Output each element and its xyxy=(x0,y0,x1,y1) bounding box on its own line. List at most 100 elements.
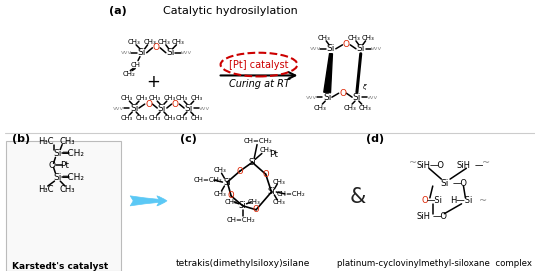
Text: CH₃: CH₃ xyxy=(59,185,75,194)
Text: Si: Si xyxy=(327,44,335,53)
Text: O: O xyxy=(422,196,429,205)
Text: O: O xyxy=(145,100,152,109)
Text: vvv: vvv xyxy=(367,95,378,100)
Text: Si: Si xyxy=(239,201,247,210)
Text: CH₃: CH₃ xyxy=(191,95,202,101)
Text: SiH: SiH xyxy=(416,212,430,221)
Text: —O: —O xyxy=(452,179,467,188)
Text: O: O xyxy=(262,170,269,179)
Text: CH₃: CH₃ xyxy=(128,39,140,45)
Text: CH₃: CH₃ xyxy=(362,35,375,41)
Text: Si: Si xyxy=(53,149,61,158)
Text: O: O xyxy=(153,43,160,52)
Text: ═CH₂: ═CH₂ xyxy=(62,149,84,158)
Text: (d): (d) xyxy=(366,134,384,144)
Text: +: + xyxy=(147,73,160,91)
Text: vvv: vvv xyxy=(113,106,124,111)
Text: Si: Si xyxy=(440,179,448,188)
Text: O: O xyxy=(172,100,179,109)
Text: [Pt] catalyst: [Pt] catalyst xyxy=(229,60,289,70)
Text: CH₃: CH₃ xyxy=(213,167,226,173)
Text: Pt: Pt xyxy=(60,161,70,170)
Text: vvv: vvv xyxy=(371,46,382,51)
Text: CH₃: CH₃ xyxy=(348,35,361,41)
Text: CH₃: CH₃ xyxy=(172,39,185,45)
FancyBboxPatch shape xyxy=(6,141,121,271)
Text: platinum-cyclovinylmethyl-siloxane  complex: platinum-cyclovinylmethyl-siloxane compl… xyxy=(337,259,532,268)
Text: vvv: vvv xyxy=(310,46,321,51)
Text: CH₃: CH₃ xyxy=(314,105,327,111)
Text: —Si: —Si xyxy=(427,196,443,205)
Text: CH₃: CH₃ xyxy=(136,115,148,121)
Text: CH₃: CH₃ xyxy=(248,199,260,205)
Text: CH₃: CH₃ xyxy=(148,95,160,101)
Polygon shape xyxy=(324,54,332,92)
Text: vvv: vvv xyxy=(180,50,192,55)
Text: CH₂: CH₂ xyxy=(123,72,136,78)
Text: CH=CH₂: CH=CH₂ xyxy=(244,138,273,144)
Text: O: O xyxy=(237,167,243,176)
Text: CH₃: CH₃ xyxy=(59,137,75,146)
Text: vvv: vvv xyxy=(306,95,317,100)
Text: tetrakis(dimethylsiloxy)silane: tetrakis(dimethylsiloxy)silane xyxy=(175,259,310,268)
Text: (b): (b) xyxy=(12,134,30,144)
Text: H—Si: H—Si xyxy=(450,196,473,205)
Text: Si: Si xyxy=(248,158,256,167)
Text: Si: Si xyxy=(323,93,331,102)
Text: &: & xyxy=(349,187,366,207)
Text: CH₃: CH₃ xyxy=(164,115,176,121)
Text: ~: ~ xyxy=(409,158,418,168)
Text: H₃C: H₃C xyxy=(38,185,54,194)
Text: CH₃: CH₃ xyxy=(259,147,272,153)
Text: Si: Si xyxy=(353,93,361,102)
Text: CH₃: CH₃ xyxy=(143,39,156,45)
Text: Curing at RT: Curing at RT xyxy=(228,79,289,89)
Text: (c): (c) xyxy=(180,134,197,144)
Text: (a): (a) xyxy=(109,6,127,16)
Text: CH₃: CH₃ xyxy=(318,35,331,41)
Text: CH₃: CH₃ xyxy=(164,95,176,101)
Text: CH₃: CH₃ xyxy=(136,95,148,101)
Text: Karstedt's catalyst: Karstedt's catalyst xyxy=(12,262,108,271)
Text: ~: ~ xyxy=(482,158,491,168)
Text: CH: CH xyxy=(131,62,141,68)
Text: Pt: Pt xyxy=(269,150,278,159)
Text: —O: —O xyxy=(433,212,448,221)
Text: SiH: SiH xyxy=(416,161,430,170)
Text: CH₃: CH₃ xyxy=(273,199,285,205)
Text: CH₃: CH₃ xyxy=(213,191,226,197)
Text: O: O xyxy=(48,161,55,170)
Text: ξ: ξ xyxy=(362,84,366,90)
Text: CH₃: CH₃ xyxy=(148,115,160,121)
Text: CH₃: CH₃ xyxy=(175,95,187,101)
Text: Si: Si xyxy=(166,48,175,57)
Text: Si: Si xyxy=(138,48,146,57)
Text: ~: ~ xyxy=(478,196,487,206)
Text: —O: —O xyxy=(430,161,445,170)
Text: H₃C: H₃C xyxy=(38,137,54,146)
Text: Si: Si xyxy=(357,44,365,53)
Text: CH₃: CH₃ xyxy=(191,115,202,121)
Text: Si: Si xyxy=(223,178,231,186)
Text: CH₃: CH₃ xyxy=(175,115,187,121)
Text: CH₃: CH₃ xyxy=(121,95,133,101)
Text: O: O xyxy=(339,89,346,98)
Text: CH=CH₂: CH=CH₂ xyxy=(226,216,255,222)
Text: CH=CH₂: CH=CH₂ xyxy=(276,191,305,197)
Text: Si: Si xyxy=(268,188,275,197)
Text: CH₃: CH₃ xyxy=(121,115,133,121)
Text: Si: Si xyxy=(158,103,166,112)
Text: Si: Si xyxy=(53,173,61,182)
Text: Si: Si xyxy=(130,103,138,112)
Text: ═CH₂: ═CH₂ xyxy=(62,173,84,182)
Text: CH₃: CH₃ xyxy=(273,179,285,185)
Text: O: O xyxy=(253,205,259,214)
Text: CH₃: CH₃ xyxy=(344,105,357,111)
Text: Catalytic hydrosilylation: Catalytic hydrosilylation xyxy=(163,6,298,16)
Text: Si: Si xyxy=(185,103,193,112)
Text: —: — xyxy=(474,161,483,170)
Text: SiH: SiH xyxy=(456,161,471,170)
Text: O: O xyxy=(228,191,234,200)
Text: CH=CH₂: CH=CH₂ xyxy=(194,177,222,183)
Text: vvv: vvv xyxy=(121,50,132,55)
